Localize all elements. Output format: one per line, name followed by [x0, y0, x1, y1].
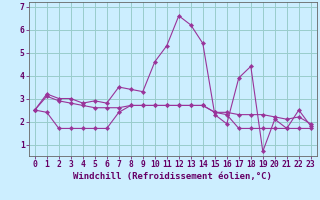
X-axis label: Windchill (Refroidissement éolien,°C): Windchill (Refroidissement éolien,°C): [73, 172, 272, 181]
